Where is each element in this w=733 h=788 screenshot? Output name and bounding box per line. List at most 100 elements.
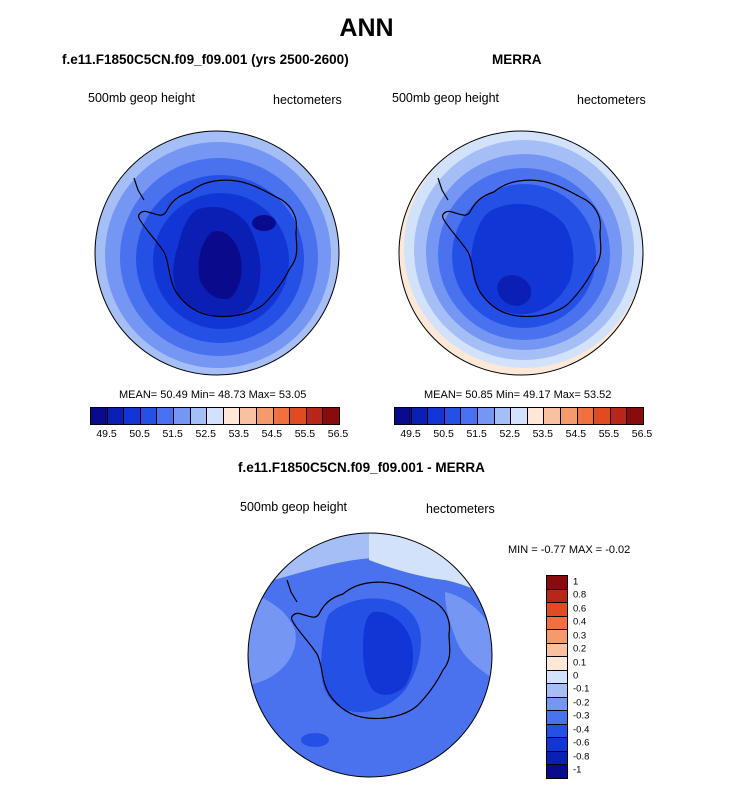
antarctica-coastline [442, 179, 602, 318]
colorbar-swatch [547, 616, 567, 631]
colorbar-label: 0 [573, 670, 579, 682]
colorbar-label: 53.5 [228, 428, 250, 440]
colorbar-swatch [140, 408, 158, 424]
colorbar-swatch [461, 408, 478, 424]
colorbar-swatch [547, 751, 567, 766]
colorbar-swatch [306, 408, 324, 424]
colorbar-label: 54.5 [565, 428, 587, 440]
panel2-left-string: 500mb geop height [392, 91, 500, 105]
panel1-stats: MEAN= 50.49 Min= 48.73 Max= 53.05 [119, 389, 307, 401]
colorbar-label: -0.2 [573, 697, 590, 709]
colorbar-swatch [547, 724, 567, 739]
colorbar-swatch [511, 408, 528, 424]
colorbar-swatch [190, 408, 208, 424]
panel3-map [247, 532, 493, 778]
colorbar-label: 49.5 [96, 428, 117, 440]
colorbar-swatch [527, 408, 545, 424]
colorbar-label: 1 [573, 576, 579, 588]
colorbar-swatch [610, 408, 628, 424]
colorbar-label: -0.1 [573, 683, 590, 695]
colorbar-swatch [547, 589, 567, 604]
colorbar-label: 56.5 [327, 428, 349, 440]
figure-title: ANN [339, 14, 394, 42]
colorbar-label: 0.3 [573, 630, 587, 642]
colorbar-swatch [547, 765, 567, 778]
map-boundary [398, 130, 644, 376]
colorbar-swatch [290, 408, 307, 424]
colorbar-swatch [547, 670, 567, 685]
colorbar-label: 0.4 [573, 616, 587, 628]
colorbar-swatch [91, 408, 108, 424]
panel2-right-string: hectometers [577, 93, 646, 107]
colorbar-label: 54.5 [261, 428, 283, 440]
panel2-stats: MEAN= 50.85 Min= 49.17 Max= 53.52 [424, 389, 612, 401]
colorbar-swatch [547, 657, 567, 671]
map-boundary [247, 532, 493, 778]
colorbar-swatch [107, 408, 125, 424]
colorbar-swatch [547, 643, 567, 658]
colorbar-swatch [547, 711, 567, 725]
colorbar-label: 50.5 [433, 428, 454, 440]
colorbar-swatch [223, 408, 241, 424]
colorbar-label: -0.8 [573, 751, 590, 763]
colorbar-label: -0.4 [573, 724, 590, 736]
panel1-map [94, 130, 340, 376]
colorbar-swatch [124, 408, 141, 424]
colorbar-swatch [428, 408, 445, 424]
antarctic-peninsula [133, 177, 145, 201]
panel3-left-string: 500mb geop height [240, 500, 348, 514]
colorbar-swatch [207, 408, 224, 424]
map-band [497, 275, 532, 306]
colorbar-swatch [547, 576, 567, 590]
colorbar-swatch [273, 408, 291, 424]
panel3-stats: MIN = -0.77 MAX = -0.02 [508, 544, 631, 556]
antarctic-peninsula [286, 579, 298, 603]
colorbar-swatch [594, 408, 611, 424]
colorbar-swatch [411, 408, 429, 424]
map-band [445, 592, 492, 680]
colorbar-swatch [627, 408, 643, 424]
colorbar-label: 0.2 [573, 643, 587, 655]
colorbar-swatch [547, 697, 567, 712]
colorbar-label: -0.6 [573, 737, 590, 749]
map-band [363, 611, 413, 695]
map-boundary [94, 130, 340, 376]
colorbar-swatch [547, 738, 567, 752]
panel3-colorbar-labels: 1 0.8 0.6 0.4 0.3 0.2 0.1 0 -0.1 -0.2 -0.3 -0.4 -0.6… [573, 575, 613, 777]
colorbar-label: 53.5 [532, 428, 554, 440]
colorbar-label: 49.5 [400, 428, 421, 440]
panel1-title: f.e11.F1850C5CN.f09_f09.001 (yrs 2500-26… [62, 52, 349, 67]
colorbar-label: 50.5 [129, 428, 150, 440]
colorbar-swatch [157, 408, 174, 424]
colorbar-label: 51.5 [466, 428, 487, 440]
colorbar-label: -1 [573, 764, 582, 776]
panel3-right-string: hectometers [426, 502, 495, 516]
colorbar-label: 56.5 [631, 428, 653, 440]
colorbar-swatch [547, 630, 567, 644]
colorbar-label: 0.6 [573, 603, 587, 615]
panel1-right-string: hectometers [273, 93, 342, 107]
panel1-left-string: 500mb geop height [88, 91, 196, 105]
antarctica-coastline [291, 581, 451, 720]
map-band [252, 215, 276, 231]
antarctica-coastline [138, 179, 298, 318]
colorbar-label: 55.5 [598, 428, 620, 440]
colorbar-swatch [477, 408, 495, 424]
panel2-title: MERRA [492, 52, 542, 67]
panel2-colorbar [394, 407, 644, 425]
colorbar-swatch [560, 408, 578, 424]
map-band [471, 203, 574, 315]
colorbar-label: 0.1 [573, 657, 587, 669]
colorbar-label: -0.3 [573, 710, 590, 722]
colorbar-swatch [444, 408, 462, 424]
colorbar-swatch [256, 408, 274, 424]
colorbar-swatch [494, 408, 512, 424]
colorbar-label: 55.5 [294, 428, 316, 440]
colorbar-label: 0.8 [573, 589, 587, 601]
colorbar-swatch [395, 408, 412, 424]
panel3-title: f.e11.F1850C5CN.f09_f09.001 - MERRA [238, 460, 485, 475]
panel1-colorbar [90, 407, 340, 425]
map-band [301, 733, 329, 747]
antarctic-peninsula [437, 177, 449, 201]
colorbar-swatch [173, 408, 191, 424]
